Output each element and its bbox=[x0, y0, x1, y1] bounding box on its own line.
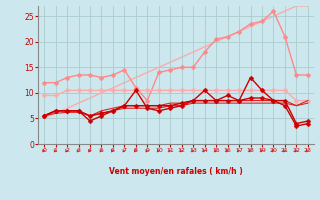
X-axis label: Vent moyen/en rafales ( km/h ): Vent moyen/en rafales ( km/h ) bbox=[109, 167, 243, 176]
